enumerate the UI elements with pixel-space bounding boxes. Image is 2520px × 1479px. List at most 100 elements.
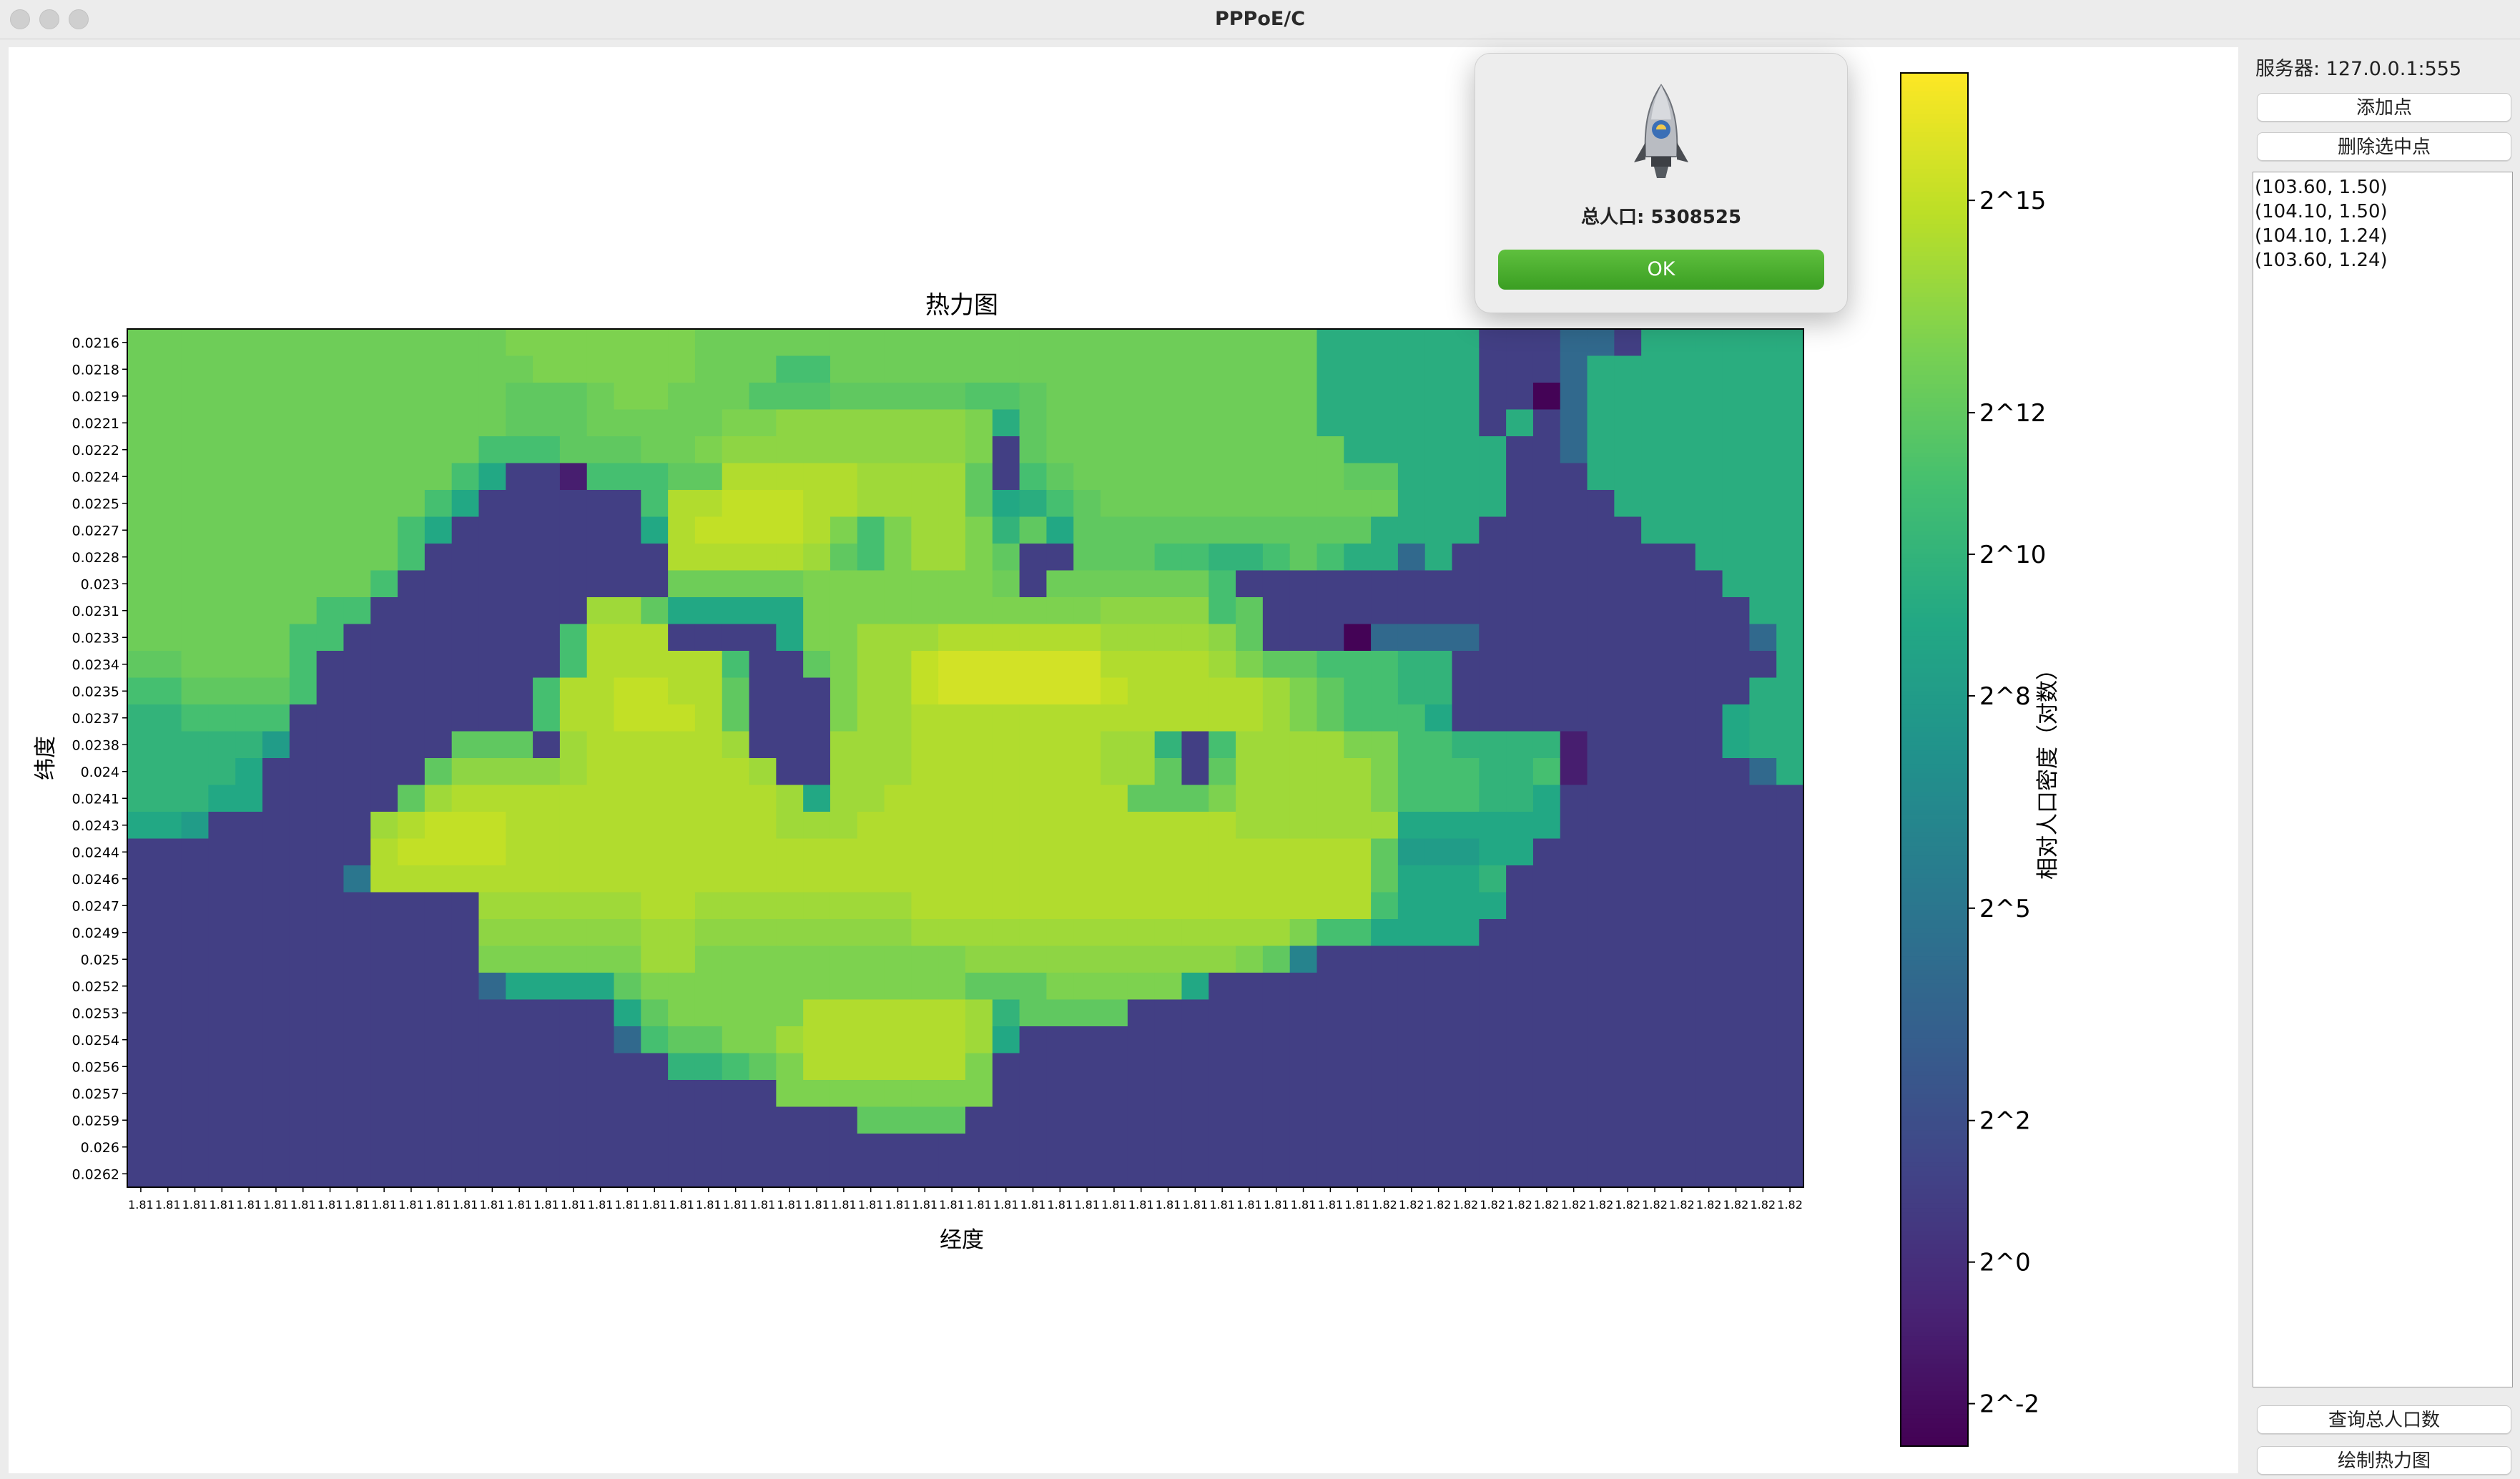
heatmap-cell <box>992 973 1020 1001</box>
colorbar-segment <box>1901 997 1968 1003</box>
heatmap-cell <box>668 785 696 812</box>
heatmap-cell <box>776 919 804 947</box>
heatmap-cell <box>1776 409 1804 437</box>
point-list-item[interactable]: (104.10, 1.24) <box>2255 225 2388 247</box>
heatmap-cell <box>694 785 723 812</box>
point-list-item[interactable]: (104.10, 1.50) <box>2255 201 2388 222</box>
heatmap-cell <box>1289 1106 1318 1134</box>
heatmap-cell <box>289 463 318 491</box>
heatmap-cell <box>343 1106 371 1134</box>
heatmap-cell <box>1209 597 1236 625</box>
colorbar-segment <box>1901 695 1968 701</box>
heatmap-cell <box>1587 677 1615 705</box>
heatmap-cell <box>776 812 804 840</box>
y-tick-label: 0.0219 <box>72 389 119 405</box>
colorbar-segment <box>1901 320 1968 325</box>
x-tick-label: 1.81 <box>966 1198 992 1212</box>
heatmap-cell <box>343 919 371 947</box>
heatmap-cell <box>884 329 912 357</box>
delete-point-button[interactable]: 删除选中点 <box>2257 132 2511 161</box>
colorbar-segment <box>1901 352 1968 358</box>
query-population-button[interactable]: 查询总人口数 <box>2257 1405 2511 1434</box>
colorbar-segment <box>1901 142 1968 147</box>
point-list-item[interactable]: (103.60, 1.50) <box>2255 177 2388 198</box>
heatmap-cell <box>1560 651 1588 679</box>
heatmap-cell <box>722 355 750 383</box>
heatmap-cell <box>1506 919 1534 947</box>
heatmap-cell <box>1046 677 1074 705</box>
heatmap-cell <box>1101 838 1128 866</box>
colorbar-segment <box>1901 1359 1968 1365</box>
heatmap-cell <box>208 436 236 464</box>
heatmap-cell <box>1154 999 1183 1027</box>
heatmap-cell <box>1262 1134 1291 1161</box>
heatmap-cell <box>451 597 480 625</box>
heatmap-cell <box>478 544 506 571</box>
heatmap-cell <box>1587 1080 1615 1108</box>
heatmap-cell <box>1181 945 1209 973</box>
heatmap-cell <box>1641 999 1669 1027</box>
heatmap-cell <box>506 1106 533 1134</box>
draw-heatmap-button[interactable]: 绘制热力图 <box>2257 1446 2511 1475</box>
heatmap-cell <box>1749 463 1777 491</box>
y-tick-label: 0.0225 <box>72 496 119 512</box>
heatmap-cell <box>1316 409 1344 437</box>
heatmap-cell <box>1560 463 1588 491</box>
heatmap-cell <box>1236 758 1264 786</box>
heatmap-cell <box>1695 1080 1723 1108</box>
heatmap-cell <box>1344 758 1372 786</box>
add-point-button[interactable]: 添加点 <box>2257 93 2511 122</box>
heatmap-cell <box>1506 544 1534 571</box>
heatmap-cell <box>1479 516 1507 544</box>
heatmap-cell <box>1236 436 1264 464</box>
heatmap-cell <box>181 1080 210 1108</box>
colorbar-segment <box>1901 965 1968 971</box>
heatmap-cell <box>289 355 318 383</box>
heatmap-cell <box>1560 892 1588 920</box>
colorbar-segment <box>1901 1414 1968 1420</box>
zoom-window-button[interactable] <box>69 9 89 29</box>
heatmap-cell <box>749 436 777 464</box>
point-list[interactable]: (103.60, 1.50) (104.10, 1.50) (104.10, 1… <box>2253 172 2513 1387</box>
heatmap-cell <box>127 329 155 357</box>
ok-button[interactable]: OK <box>1498 250 1824 290</box>
heatmap-cell <box>749 570 777 598</box>
heatmap-cell <box>127 436 155 464</box>
heatmap-cell <box>857 624 885 652</box>
colorbar-segment <box>1901 983 1968 989</box>
minimize-window-button[interactable] <box>39 9 59 29</box>
heatmap-cell <box>1154 409 1183 437</box>
heatmap-cell <box>533 838 561 866</box>
heatmap-cell <box>641 945 669 973</box>
heatmap-cell <box>1695 812 1723 840</box>
heatmap-cell <box>1019 677 1048 705</box>
heatmap-cell <box>1560 945 1588 973</box>
colorbar-segment <box>1901 1185 1968 1191</box>
heatmap-cell <box>749 973 777 1001</box>
heatmap-cell <box>398 758 425 786</box>
heatmap-cell <box>1479 1026 1507 1054</box>
heatmap-cell <box>262 329 290 357</box>
heatmap-cell <box>614 409 641 437</box>
heatmap-cell <box>1614 1134 1642 1161</box>
heatmap-cell <box>343 677 371 705</box>
heatmap-cell <box>803 865 831 893</box>
heatmap-cell <box>1316 1053 1344 1081</box>
heatmap-cell <box>1046 838 1074 866</box>
heatmap-cell <box>1560 785 1588 812</box>
heatmap-cell <box>1181 409 1209 437</box>
close-window-button[interactable] <box>10 9 30 29</box>
heatmap-cell <box>1749 1026 1777 1054</box>
heatmap-cell <box>343 838 371 866</box>
point-list-item[interactable]: (103.60, 1.24) <box>2255 250 2388 271</box>
colorbar-segment <box>1901 819 1968 825</box>
heatmap-cell <box>424 570 453 598</box>
heatmap-cell <box>1641 329 1669 357</box>
heatmap-cell <box>1452 1053 1480 1081</box>
heatmap-cell <box>1316 865 1344 893</box>
heatmap-cell <box>938 516 966 544</box>
heatmap-cell <box>506 1160 533 1188</box>
heatmap-cell <box>1316 570 1344 598</box>
y-tick-label: 0.0231 <box>72 604 119 619</box>
heatmap-cell <box>127 704 155 732</box>
